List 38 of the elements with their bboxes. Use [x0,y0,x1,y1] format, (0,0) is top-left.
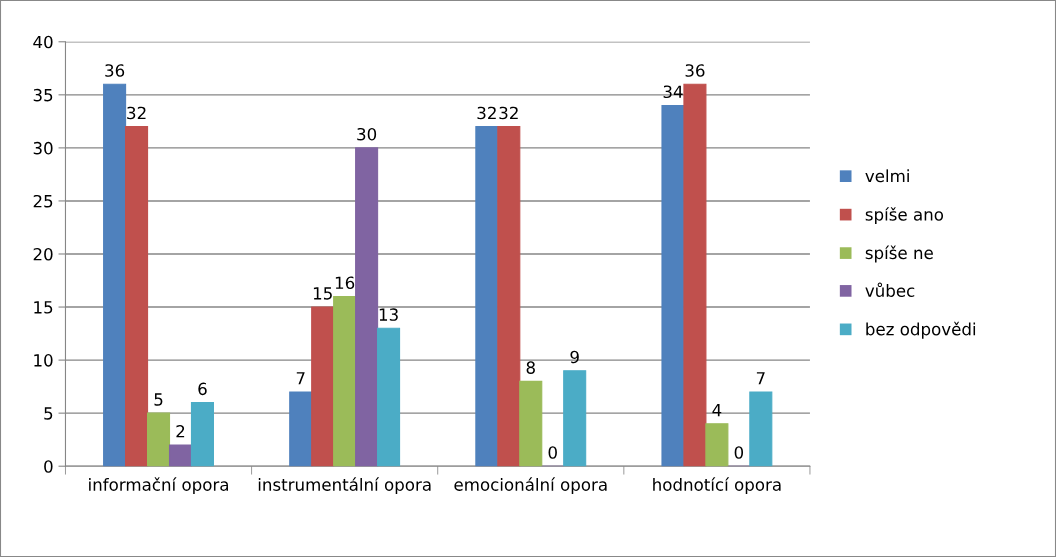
data-label: 0 [548,446,557,459]
data-label: 32 [127,106,146,120]
x-tick-label: emocionální opora [454,477,607,495]
data-label: 34 [663,85,683,99]
data-label: 16 [335,276,355,290]
y-tick-label: 40 [33,35,53,49]
x-tick-label: informační opora [89,477,228,495]
data-label: 32 [499,106,518,120]
y-tick-label: 30 [33,141,53,155]
data-label: 5 [154,393,163,406]
data-label: 13 [379,308,398,321]
data-label: 36 [685,64,705,77]
legend-label: bez odpovědi [866,321,976,339]
legend-label: vůbec [865,282,915,297]
data-label: 2 [176,424,185,438]
legend-label: velmi [865,169,909,183]
y-tick-label: 10 [34,354,53,367]
y-tick-label: 5 [44,407,53,420]
y-tick-label: 0 [44,460,53,473]
x-tick-label: instrumentální opora [258,477,431,495]
data-label: 6 [198,382,207,396]
data-label: 30 [357,127,377,141]
data-label: 4 [712,403,722,417]
data-label: 9 [570,350,579,364]
data-label: 36 [105,64,125,77]
legend-label: spíše ano [865,207,944,224]
y-tick-label: 15 [34,301,53,314]
data-label: 8 [526,361,535,374]
y-tick-label: 25 [33,194,53,208]
data-label: 0 [734,446,744,459]
y-tick-label: 20 [33,247,53,261]
data-label: 7 [756,372,765,385]
data-label: 32 [477,106,496,120]
y-tick-label: 35 [33,88,53,102]
data-label: 15 [313,287,332,300]
x-tick-label: hodnotící opora [653,477,781,495]
data-label: 7 [296,372,305,385]
legend-label: spíše ne [865,245,933,263]
